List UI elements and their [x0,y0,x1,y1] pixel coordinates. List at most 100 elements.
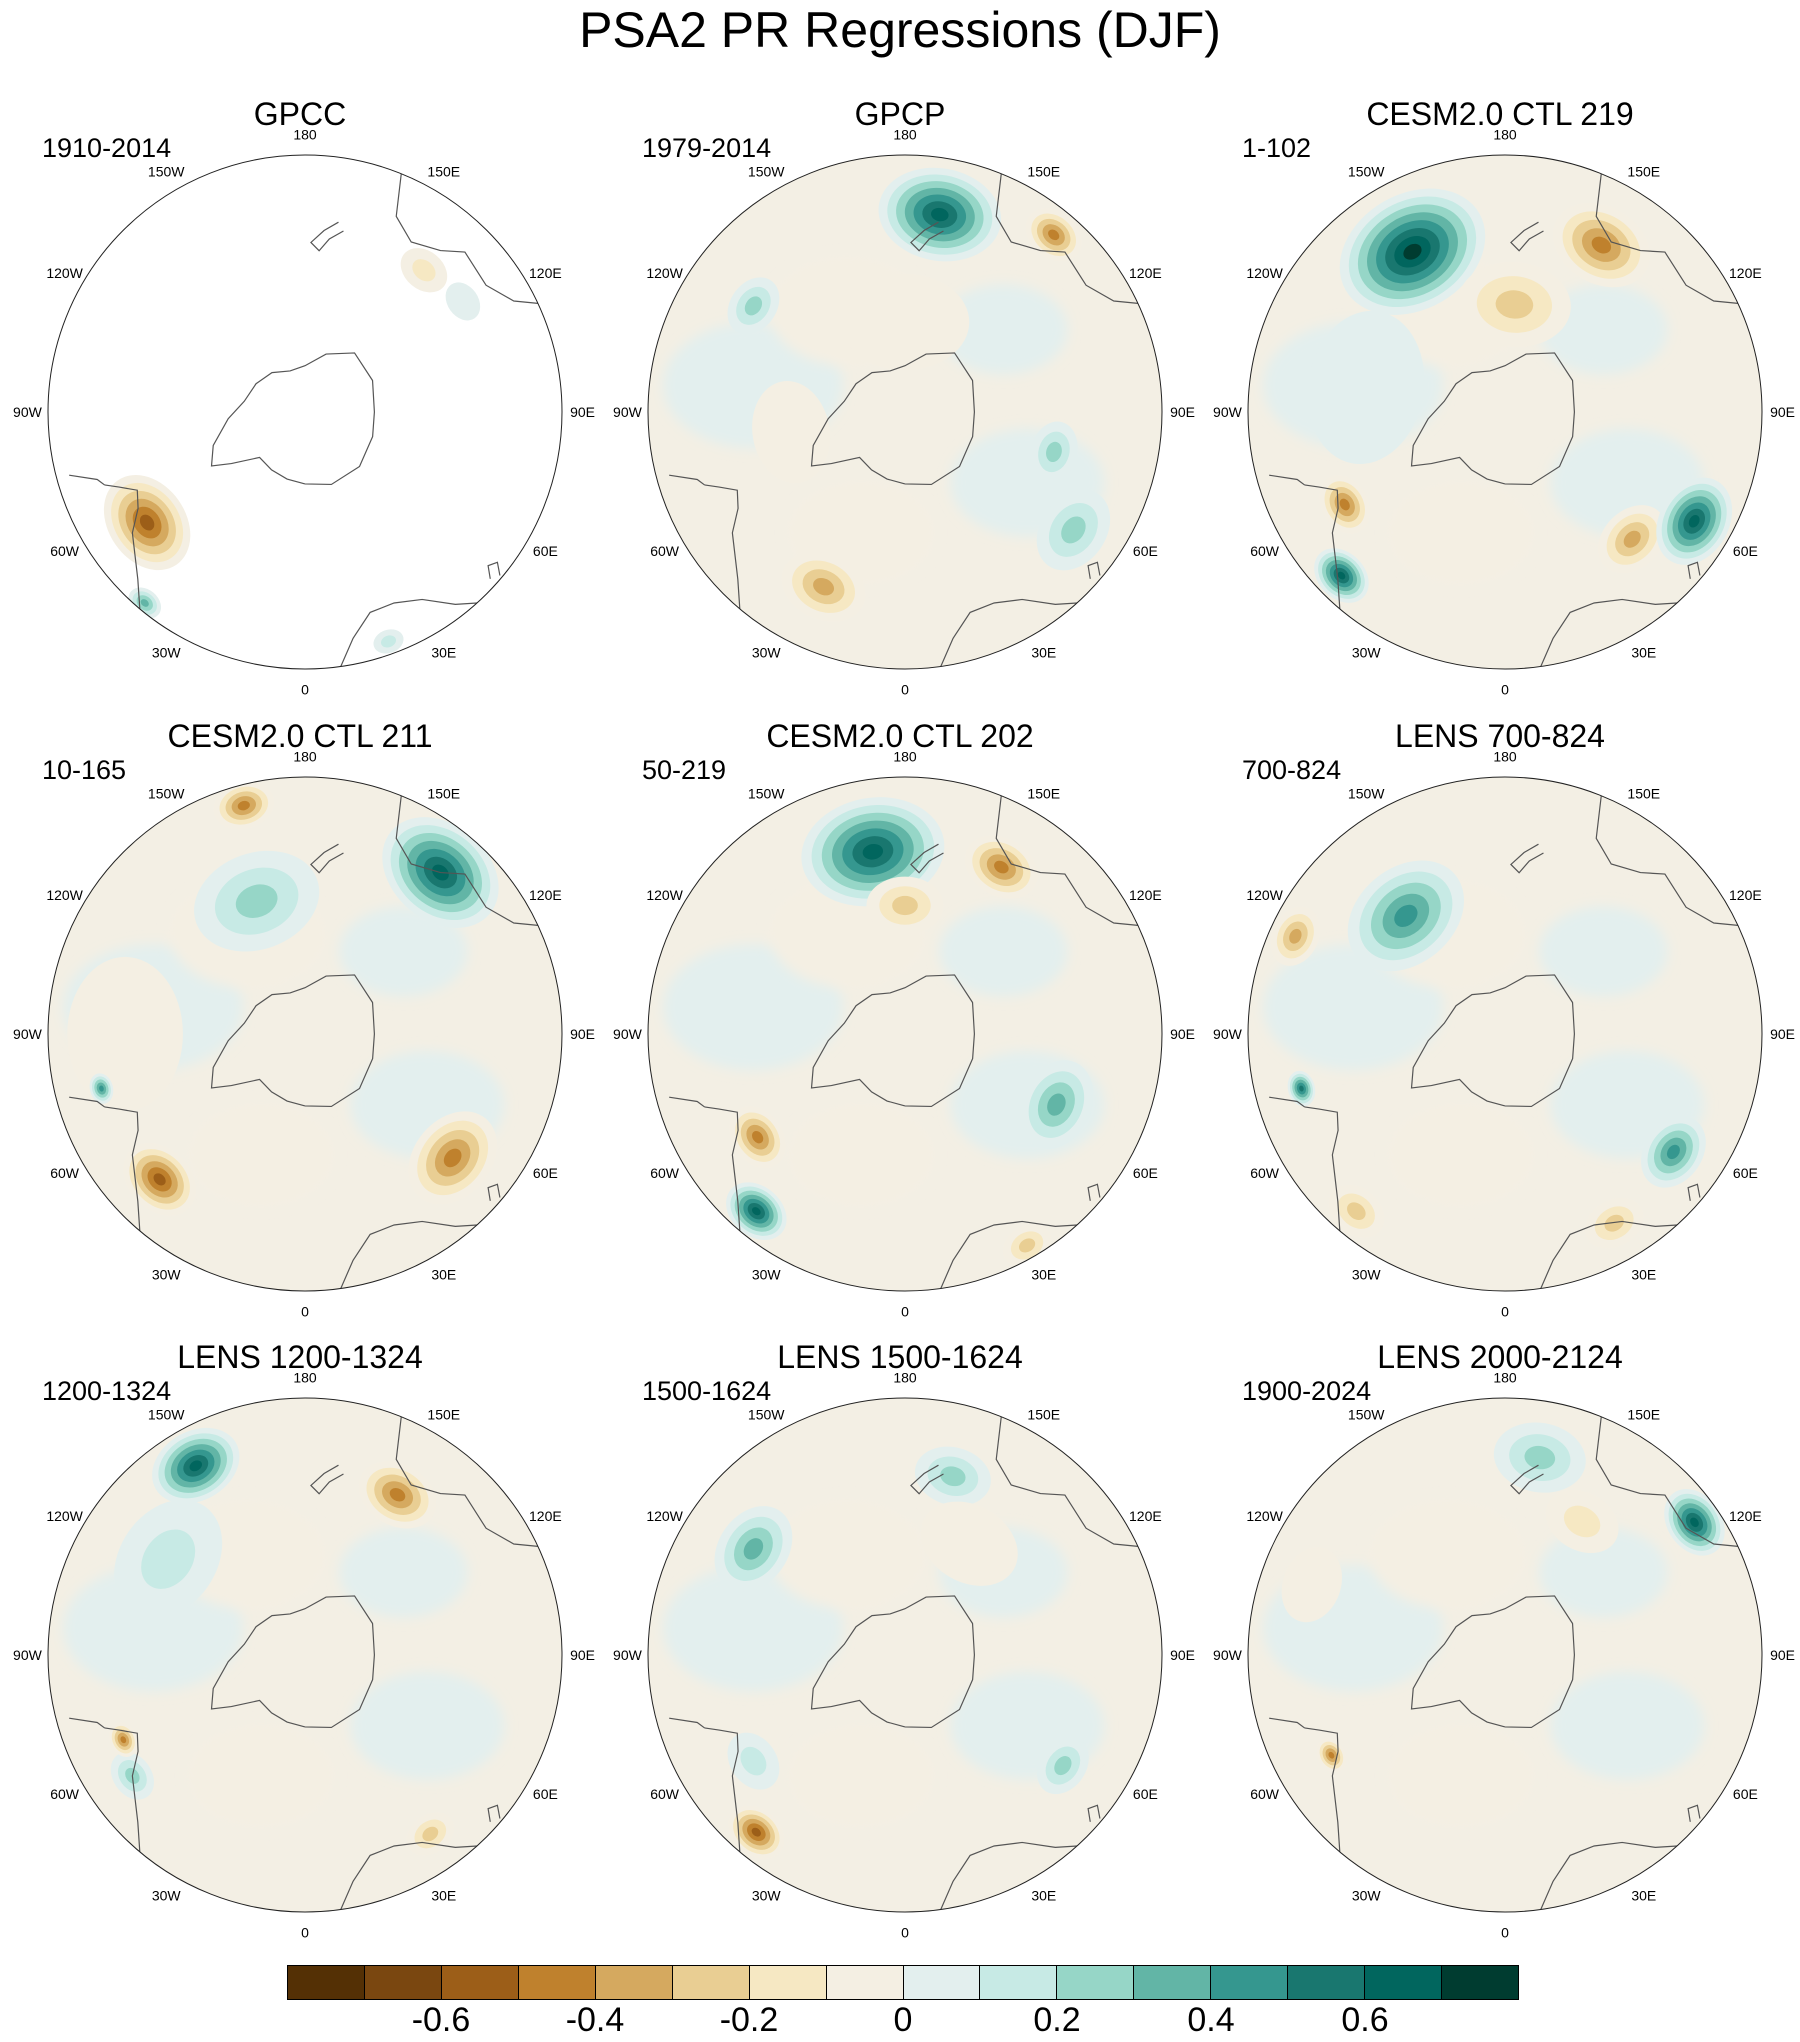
anomaly-contour [1299,1085,1304,1092]
longitude-label: 90W [1213,1026,1243,1042]
longitude-label: 150E [427,1407,460,1423]
colorbar-swatch [364,1966,442,1999]
coastline-southamerica [104,484,141,609]
coastline-antarctica [210,352,375,486]
anomaly-contour [862,843,884,860]
longitude-label: 150E [1627,164,1660,180]
coastline-southamerica [104,1727,141,1852]
longitude-label: 30E [431,1266,456,1282]
longitude-label: 60E [1733,1165,1758,1181]
coastline-southamerica2 [1269,474,1305,486]
longitude-label: 150W [1348,1407,1385,1423]
field-band [1263,944,1444,1071]
longitude-label: 0 [301,682,309,698]
polar-map: 0 30E 60E 90E 120E 150E 180 150W 120W 90W 60W 30W [13,1369,595,1940]
anomaly-contour [1307,310,1425,465]
anomaly-contour [422,1826,439,1842]
anomaly-contour [1690,1517,1699,1528]
longitude-label: 180 [1493,126,1517,142]
longitude-label: 90E [1170,1647,1195,1663]
anomaly-contour [412,259,436,282]
panel-years: 10-165 [42,755,127,785]
anomaly-contour [751,1827,761,1837]
longitude-label: 180 [893,1369,917,1385]
map-panel: 0 30E 60E 90E 120E 150E 180 150W 120W 90W 60W 30W LE… [600,1337,1200,1957]
anomaly-contour [1495,290,1534,319]
longitude-label: 120E [529,1508,562,1524]
map-border [47,776,563,1292]
longitude-label: 30W [752,644,782,660]
longitude-label: 120E [1729,265,1762,281]
coastline-madagascar [1087,1804,1101,1822]
polar-map: 0 30E 60E 90E 120E 150E 180 150W 120W 90W 60W 30W [13,126,595,698]
longitude-label: 150E [1627,1407,1660,1423]
coastline-africa [1540,598,1678,667]
coastline-southamerica2 [1269,1096,1305,1108]
coastline-africa [940,598,1078,667]
colorbar-label: -0.2 [719,2001,779,2039]
field-band [1389,1725,1534,1827]
colorbar-swatch [288,1966,365,1999]
longitude-label: 0 [901,1304,909,1320]
longitude-label: 150W [1348,164,1385,180]
longitude-label: 60E [1733,1786,1758,1802]
colorbar-swatch [595,1966,673,1999]
anomaly-contour [443,1148,462,1168]
map-border [47,1397,563,1913]
anomaly-contour [840,273,970,371]
field-band [939,906,1068,997]
longitude-label: 180 [293,1369,317,1385]
longitude-label: 90E [570,1026,595,1042]
longitude-label: 90W [1213,404,1243,420]
coastline-antarctica [810,1595,975,1729]
longitude-label: 90W [613,1647,643,1663]
longitude-label: 180 [293,748,317,764]
longitude-label: 90E [1170,1026,1195,1042]
longitude-label: 30E [431,644,456,660]
anomaly-contour [445,282,481,321]
panel-title: LENS 700-824 [1395,718,1605,754]
polar-map: 0 30E 60E 90E 120E 150E 180 150W 120W 90W 60W 30W [613,748,1195,1320]
colorbar-label: -0.4 [565,2001,625,2039]
longitude-label: 120W [1246,265,1283,281]
anomaly-contour [99,1085,104,1092]
coastline-africa [1540,1841,1678,1910]
map-panel: 0 30E 60E 90E 120E 150E 180 150W 120W 90W 60W 30W LE… [1200,1337,1800,1957]
longitude-label: 60E [1133,1165,1158,1181]
anomaly-contour [235,884,278,918]
panel-title: CESM2.0 CTL 202 [766,718,1034,754]
map-border [647,154,1163,670]
longitude-label: 90E [1770,404,1795,420]
longitude-label: 60W [50,1165,80,1181]
coastline-africa [340,598,478,667]
longitude-label: 30W [1352,1887,1382,1903]
coastline-africa [340,1841,478,1910]
anomaly-contour [1337,571,1346,580]
field-band [1550,1671,1705,1780]
longitude-label: 90E [570,1647,595,1663]
colorbar-swatch [1288,1966,1366,1999]
colorbar-label: -0.6 [411,2001,471,2039]
longitude-label: 150W [748,1407,785,1423]
longitude-label: 120W [646,1508,683,1524]
longitude-label: 60E [1133,543,1158,559]
map-border [47,154,563,670]
longitude-label: 90E [1770,1026,1795,1042]
anomaly-contour [1046,441,1062,463]
coastline-madagascar [487,1804,501,1822]
coastline-australia [1595,1416,1738,1547]
field-band [939,284,1068,375]
longitude-label: 180 [893,748,917,764]
panel-years: 50-219 [642,755,727,785]
longitude-label: 150E [1027,164,1060,180]
map-panel: 0 30E 60E 90E 120E 150E 180 150W 120W 90W 60W 30W CE… [600,716,1200,1336]
longitude-label: 120E [1129,1508,1162,1524]
polar-map: 0 30E 60E 90E 120E 150E 180 150W 120W 90W 60W 30W [613,126,1195,697]
longitude-label: 120W [646,887,683,903]
anomaly-contour [140,599,149,607]
colorbar: -0.6 -0.4 -0.2 0 0.2 0.4 0.6 [287,1965,1519,2039]
coastline-australia [395,795,538,926]
longitude-label: 90E [1770,1647,1795,1663]
coastline-nz [910,1464,944,1495]
field-band [189,1104,334,1206]
